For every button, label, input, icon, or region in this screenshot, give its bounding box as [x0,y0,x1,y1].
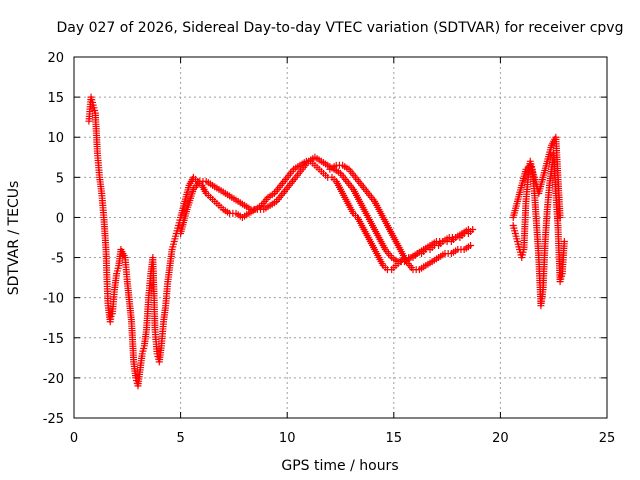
x-tick-label: 20 [492,431,509,446]
data-points [85,93,568,390]
series-late-2 [509,133,564,221]
y-tick-label: 20 [47,51,64,66]
y-tick-label: 10 [47,131,64,146]
y-tick-label: 15 [47,91,64,106]
data-point [467,242,475,250]
y-axis-label: SDTVAR / TECUs [6,181,22,296]
y-tick-label: -25 [43,412,64,427]
axis-ticks: 0 5 10 15 20 25 20 15 10 5 0 -5 -10 -15 -20 -25 [43,51,616,446]
x-tick-label: 15 [386,431,403,446]
x-tick-label: 25 [599,431,616,446]
y-tick-label: -10 [43,292,64,307]
x-axis-label: GPS time / hours [281,458,398,474]
data-point [464,225,472,233]
series-late [509,149,568,310]
y-tick-label: -20 [43,372,64,387]
chart-title: Day 027 of 2026, Sidereal Day-to-day VTE… [57,20,624,36]
data-point [560,238,568,246]
x-tick-label: 0 [70,431,78,446]
plot-frame [73,56,608,419]
series-shifted-2 [326,161,475,274]
x-tick-label: 10 [279,431,296,446]
y-tick-label: 0 [56,211,64,226]
y-tick-label: -5 [51,252,64,267]
x-tick-label: 5 [176,431,184,446]
y-tick-label: -15 [43,332,64,347]
data-point [556,213,564,221]
y-tick-label: 5 [56,171,64,186]
series-main [85,93,477,390]
